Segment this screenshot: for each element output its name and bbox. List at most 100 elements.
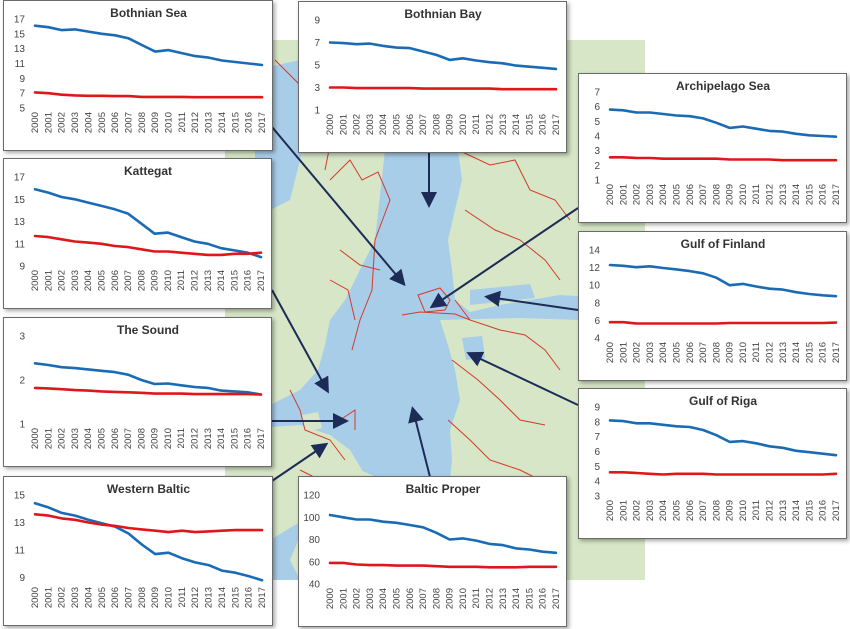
x-tick-label: 2004 xyxy=(658,184,669,205)
x-tick-label: 2012 xyxy=(485,588,496,609)
x-tick-label: 2001 xyxy=(618,342,629,363)
x-tick-label: 2001 xyxy=(618,184,629,205)
y-tick-label: 11 xyxy=(15,546,26,557)
x-tick-label: 2016 xyxy=(538,588,549,609)
x-tick-label: 2006 xyxy=(405,588,416,609)
x-tick-label: 2017 xyxy=(831,342,842,363)
series-line-2 xyxy=(328,86,558,91)
x-tick-label: 2006 xyxy=(110,428,121,449)
x-tick-label: 2002 xyxy=(57,428,68,449)
y-tick-label: 1 xyxy=(19,420,25,431)
x-tick-label: 2000 xyxy=(605,184,616,205)
y-tick-label: 5 xyxy=(594,117,600,128)
y-tick-label: 7 xyxy=(594,432,600,443)
chart-title: Gulf of Finland xyxy=(681,237,766,251)
x-tick-label: 2005 xyxy=(97,112,108,133)
x-tick-label: 2005 xyxy=(671,342,682,363)
series-line-1 xyxy=(328,513,558,555)
x-tick-label: 2012 xyxy=(765,500,776,521)
x-tick-label: 2000 xyxy=(605,342,616,363)
chart-panel-the-sound: The Sound 1 2 3 2000 2001 2002 2003 2004 2005 2006… xyxy=(3,317,272,467)
x-tick-label: 2017 xyxy=(256,270,267,291)
x-tick-label: 2000 xyxy=(30,587,41,608)
x-tick-label: 2007 xyxy=(123,112,134,133)
y-tick-label: 9 xyxy=(19,573,25,584)
x-tick-label: 2007 xyxy=(698,342,709,363)
x-tick-label: 2011 xyxy=(751,500,762,520)
x-tick-label: 2014 xyxy=(791,184,802,205)
series-line-2 xyxy=(33,386,263,396)
chart-panel-kattegat: Kattegat 9 11 13 15 17 2000 2001 2002 2003 2004 200… xyxy=(3,158,272,309)
x-tick-label: 2006 xyxy=(685,184,696,205)
x-tick-label: 2008 xyxy=(431,588,442,609)
x-tick-label: 2003 xyxy=(365,588,376,609)
y-tick-label: 2 xyxy=(594,161,600,172)
chart-title: Baltic Proper xyxy=(406,482,481,496)
x-tick-label: 2000 xyxy=(30,428,41,449)
x-tick-label: 2001 xyxy=(618,500,629,521)
series-line-1 xyxy=(328,41,558,71)
x-tick-label: 2008 xyxy=(711,342,722,363)
x-tick-label: 2009 xyxy=(150,587,161,608)
x-tick-label: 2005 xyxy=(671,500,682,521)
x-tick-label: 2014 xyxy=(511,114,522,135)
x-tick-label: 2013 xyxy=(498,114,509,135)
x-tick-label: 2010 xyxy=(738,500,749,521)
x-tick-label: 2014 xyxy=(791,342,802,363)
x-tick-label: 2016 xyxy=(818,500,829,521)
y-tick-label: 5 xyxy=(594,462,600,473)
x-tick-label: 2015 xyxy=(804,184,815,205)
x-tick-label: 2011 xyxy=(471,588,482,608)
y-tick-label: 10 xyxy=(589,281,601,292)
x-tick-label: 2006 xyxy=(405,114,416,135)
series-line-2 xyxy=(33,513,264,534)
y-tick-label: 4 xyxy=(594,334,600,345)
x-tick-label: 2001 xyxy=(43,112,54,133)
series-line-2 xyxy=(608,471,838,476)
series-line-2 xyxy=(328,561,558,569)
y-tick-label: 4 xyxy=(594,132,600,143)
x-tick-label: 2008 xyxy=(711,500,722,521)
chart-title: Bothnian Bay xyxy=(404,7,482,21)
x-tick-label: 2016 xyxy=(243,428,254,449)
x-tick-label: 2012 xyxy=(190,270,201,291)
series-line-2 xyxy=(608,156,838,162)
x-tick-label: 2015 xyxy=(524,114,535,135)
x-tick-label: 2010 xyxy=(458,114,469,135)
y-tick-label: 7 xyxy=(314,38,320,49)
x-tick-label: 2004 xyxy=(658,500,669,521)
x-tick-label: 2005 xyxy=(671,184,682,205)
x-tick-label: 2008 xyxy=(431,114,442,135)
y-tick-label: 5 xyxy=(314,61,320,72)
y-tick-label: 120 xyxy=(303,491,320,502)
x-tick-label: 2002 xyxy=(352,588,363,609)
x-tick-label: 2016 xyxy=(818,184,829,205)
y-tick-label: 1 xyxy=(594,176,600,187)
x-tick-label: 2011 xyxy=(751,184,762,204)
y-tick-label: 3 xyxy=(19,332,25,343)
x-tick-label: 2007 xyxy=(698,500,709,521)
y-tick-label: 40 xyxy=(309,580,321,591)
y-tick-label: 8 xyxy=(594,417,600,428)
x-tick-label: 2013 xyxy=(203,270,214,291)
x-tick-label: 2002 xyxy=(352,114,363,135)
x-tick-label: 2013 xyxy=(203,428,214,449)
x-tick-label: 2001 xyxy=(338,588,349,609)
y-tick-label: 80 xyxy=(309,535,321,546)
y-tick-label: 8 xyxy=(594,298,600,309)
x-tick-label: 2001 xyxy=(338,114,349,135)
x-tick-label: 2008 xyxy=(137,587,148,608)
x-tick-label: 2007 xyxy=(418,588,429,609)
series-line-1 xyxy=(608,263,838,298)
x-tick-label: 2002 xyxy=(57,270,68,291)
x-tick-label: 2017 xyxy=(831,500,842,521)
x-tick-label: 2016 xyxy=(818,342,829,363)
x-tick-label: 2004 xyxy=(83,270,94,291)
x-tick-label: 2016 xyxy=(538,114,549,135)
x-tick-label: 2007 xyxy=(698,184,709,205)
x-tick-label: 2004 xyxy=(378,588,389,609)
